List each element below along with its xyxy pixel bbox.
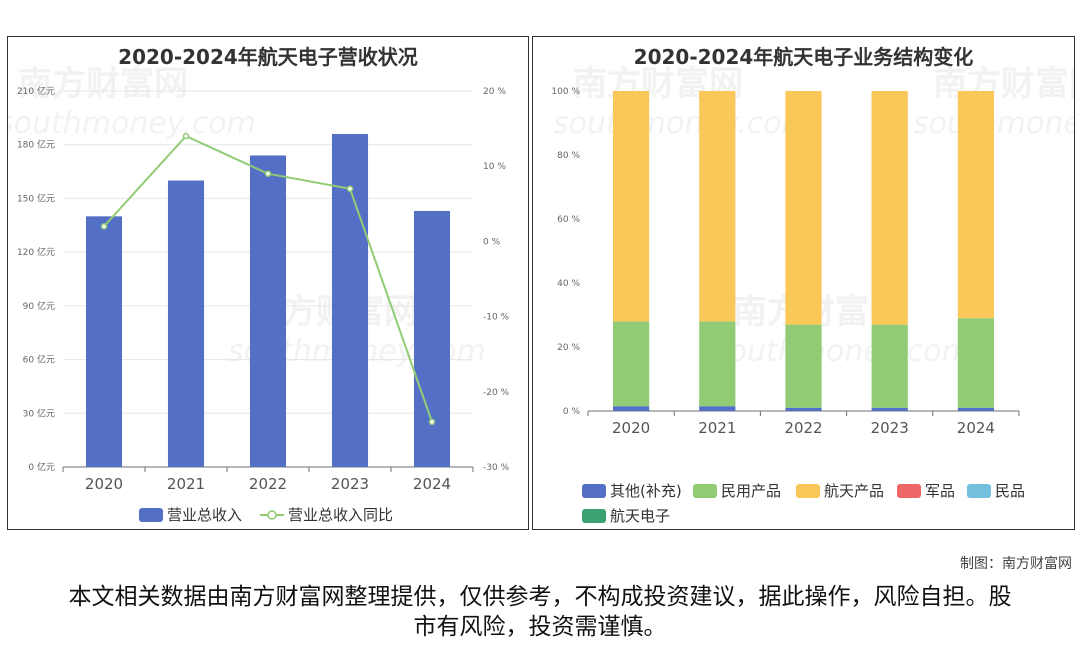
watermark-en: southmoney.com: [713, 334, 971, 369]
yoy-point-2024: [428, 418, 436, 426]
revenue-bar-2020: [85, 216, 123, 467]
revenue-bar-2024: [413, 210, 451, 467]
left-axis-tick-label: 150 亿元: [17, 192, 55, 204]
x-axis-category-label: 2023: [331, 475, 369, 493]
left-axis-tick-label: 0 亿元: [28, 461, 55, 473]
legend-label-revenue: 营业总收入: [167, 506, 242, 524]
legend-swatch-民品: [967, 484, 991, 498]
y-axis-tick-label: 80 %: [557, 151, 580, 161]
x-axis-category-label: 2021: [698, 419, 736, 437]
legend-label-民品: 民品: [995, 482, 1025, 500]
stack-segment-其他(补充)-2021: [699, 406, 736, 411]
legend-swatch-民用产品: [693, 484, 717, 498]
left-axis-tick-label: 210 亿元: [17, 85, 55, 97]
legend-label-军品: 军品: [925, 482, 955, 500]
x-axis-category-label: 2020: [85, 475, 123, 493]
right-axis-tick-label: -30 %: [483, 463, 510, 473]
x-axis-category-label: 2024: [413, 475, 451, 493]
revenue-chart-panel: 2020-2024年航天电子营收状况 南方财富网southmoney.com南方…: [7, 36, 529, 530]
disclaimer-text: 本文相关数据由南方财富网整理提供，仅供参考，不构成投资建议，据此操作，风险自担。…: [68, 584, 1012, 640]
stack-segment-民用产品-2020: [612, 321, 650, 407]
watermark-en: southmoney.com: [8, 106, 256, 141]
y-axis-tick-label: 20 %: [557, 343, 580, 353]
y-axis-tick-label: 0 %: [563, 407, 581, 417]
stack-segment-民用产品-2022: [785, 324, 822, 408]
left-axis-tick-label: 60 亿元: [23, 354, 55, 366]
x-axis-category-label: 2022: [249, 475, 287, 493]
stack-segment-航天产品-2020: [612, 91, 650, 322]
structure-chart-panel: 2020-2024年航天电子业务结构变化 南方财富网 southmoney.com…: [532, 36, 1075, 530]
right-axis-tick-label: 10 %: [483, 162, 506, 172]
stack-segment-民用产品-2024: [957, 318, 995, 408]
yoy-point-2022: [264, 170, 272, 177]
left-axis-tick-label: 30 亿元: [23, 407, 55, 419]
structure-chart-svg: 南方财富网southmoney.com南方财富网southmoney.com南方…: [551, 64, 1074, 525]
stack-segment-其他(补充)-2024: [957, 407, 995, 411]
y-axis-tick-label: 40 %: [557, 279, 580, 289]
right-axis-tick-label: -10 %: [483, 313, 510, 323]
revenue-bar-2023: [331, 133, 369, 467]
revenue-bar-2021: [167, 180, 205, 467]
stack-segment-航天产品-2024: [957, 91, 995, 319]
chart-credit: 制图：南方财富网: [960, 556, 1072, 572]
revenue-chart-svg: 南方财富网southmoney.com南方财富网southmoney.com0 …: [8, 64, 510, 524]
x-axis-category-label: 2021: [167, 475, 205, 493]
right-axis-tick-label: -20 %: [483, 388, 510, 398]
watermark-cn: 南方财富网: [933, 64, 1074, 104]
yoy-point-2023: [346, 185, 354, 193]
legend-label-yoy: 营业总收入同比: [288, 506, 393, 524]
left-axis-tick-label: 180 亿元: [17, 139, 55, 151]
legend-swatch-航天电子: [582, 509, 606, 523]
legend-marker-yoy: [267, 510, 277, 520]
legend-label-航天产品: 航天产品: [824, 482, 884, 500]
left-axis-tick-label: 90 亿元: [23, 300, 55, 312]
yoy-point-2021: [182, 132, 190, 140]
stack-segment-其他(补充)-2022: [785, 407, 822, 411]
stack-segment-其他(补充)-2020: [612, 406, 650, 411]
x-axis-category-label: 2024: [957, 419, 995, 437]
x-axis-category-label: 2022: [784, 419, 822, 437]
structure-chart-title: 2020-2024年航天电子业务结构变化: [633, 45, 974, 69]
watermark-en: southmoney.com: [553, 106, 811, 141]
right-axis-tick-label: 20 %: [483, 87, 506, 97]
y-axis-tick-label: 100 %: [551, 87, 580, 97]
stack-segment-民用产品-2021: [699, 321, 736, 407]
right-axis-tick-label: 0 %: [483, 237, 501, 247]
x-axis-category-label: 2023: [871, 419, 909, 437]
stack-segment-航天产品-2022: [785, 91, 822, 325]
left-axis-tick-label: 120 亿元: [17, 246, 55, 258]
watermark-cn: 南方财富网: [18, 64, 188, 104]
stack-segment-航天产品-2021: [699, 91, 736, 322]
stack-segment-其他(补充)-2023: [871, 407, 908, 411]
legend-swatch-航天产品: [796, 484, 820, 498]
legend-label-其他(补充): 其他(补充): [610, 482, 682, 500]
yoy-point-2020: [100, 223, 108, 230]
legend-swatch-军品: [897, 484, 921, 498]
revenue-chart-title: 2020-2024年航天电子营收状况: [118, 45, 418, 69]
legend-swatch-revenue: [139, 508, 163, 522]
stack-segment-航天产品-2023: [871, 91, 908, 325]
x-axis-category-label: 2020: [612, 419, 650, 437]
revenue-bar-2022: [249, 155, 287, 467]
legend-label-航天电子: 航天电子: [610, 507, 670, 525]
y-axis-tick-label: 60 %: [557, 215, 580, 225]
legend-label-民用产品: 民用产品: [721, 482, 781, 500]
legend-swatch-其他(补充): [582, 484, 606, 498]
stack-segment-民用产品-2023: [871, 324, 908, 408]
